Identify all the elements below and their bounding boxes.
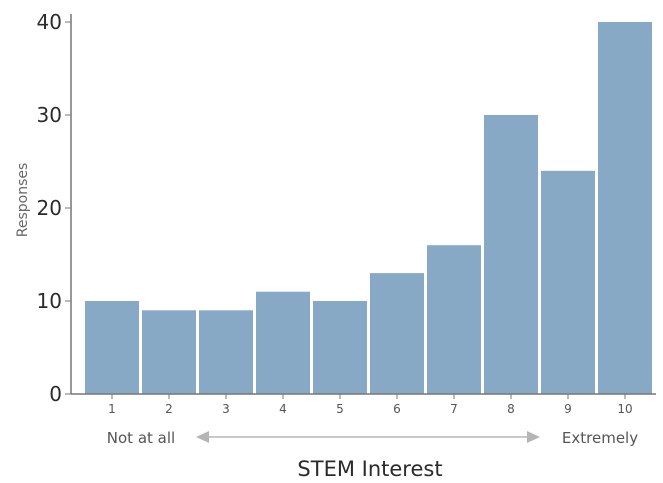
- y-axis-label: Responses: [15, 163, 31, 238]
- y-tick-label: 30: [37, 103, 62, 127]
- bar-6: [370, 273, 424, 394]
- x-ticks-group: 1 2 3 4 5 6 7 8 9 10: [108, 394, 633, 416]
- x-tick-label: 1: [108, 402, 116, 416]
- bar-5: [313, 301, 367, 394]
- scale-arrow: [196, 431, 540, 443]
- scale-arrow-left-head: [196, 431, 209, 443]
- scale-arrow-right-head: [527, 431, 540, 443]
- bars-group: [85, 22, 652, 394]
- x-tick-label: 10: [617, 402, 632, 416]
- bar-4: [256, 291, 310, 394]
- y-ticks-group: 0 10 20 30 40: [37, 10, 71, 406]
- bar-9: [541, 170, 595, 394]
- x-tick-label: 5: [336, 402, 344, 416]
- bar-8: [484, 115, 538, 394]
- x-tick-label: 7: [450, 402, 458, 416]
- x-tick-label: 2: [165, 402, 173, 416]
- scale-high-label: Extremely: [562, 429, 638, 447]
- x-tick-label: 9: [564, 402, 572, 416]
- bar-10: [598, 22, 652, 394]
- x-axis-label: STEM Interest: [297, 457, 442, 481]
- y-tick-label: 0: [49, 382, 62, 406]
- x-tick-label: 3: [222, 402, 230, 416]
- x-tick-label: 4: [279, 402, 287, 416]
- y-tick-label: 40: [37, 10, 62, 34]
- y-tick-label: 10: [37, 289, 62, 313]
- y-tick-label: 20: [37, 196, 62, 220]
- scale-low-label: Not at all: [107, 429, 175, 447]
- x-tick-label: 8: [507, 402, 515, 416]
- x-tick-label: 6: [393, 402, 401, 416]
- bar-2: [142, 310, 196, 394]
- bar-7: [427, 245, 481, 394]
- bar-3: [199, 310, 253, 394]
- bar-1: [85, 301, 139, 394]
